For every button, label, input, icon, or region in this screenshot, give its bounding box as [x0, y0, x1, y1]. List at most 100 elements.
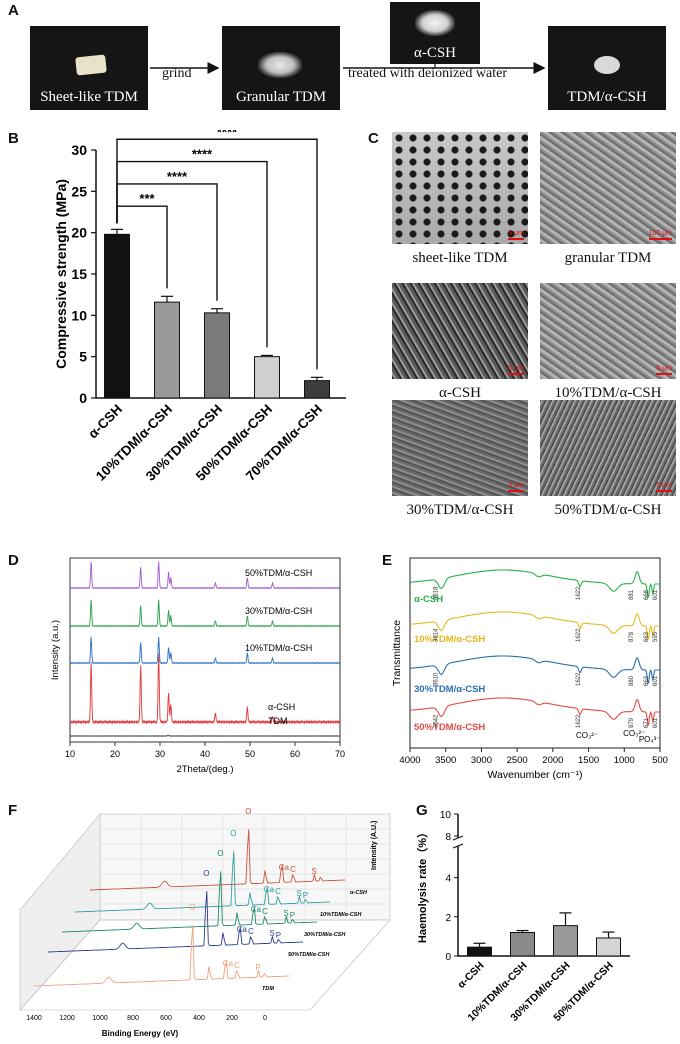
peak-label: S [269, 929, 274, 938]
peak-label: Ca [223, 959, 234, 968]
sem-caption: α-CSH [438, 385, 482, 401]
y-axis-label: Compressive strength (MPa) [53, 179, 69, 369]
x-tick-label: 500 [652, 755, 668, 766]
scale-bar: 100 μm [648, 230, 672, 240]
sem-image: 5 μm [392, 283, 528, 379]
series-label: TDM [262, 986, 274, 992]
peak-annotation: 881 [629, 589, 635, 600]
compressive-strength-chart: 0 5 10 15 20 25 30 Compressive strength (MPa) α-… [53, 130, 346, 484]
peak-annotation: 3618 [433, 586, 439, 600]
peak-annotation: 601 [653, 717, 659, 728]
series-label: TDM [268, 716, 288, 726]
peak-label: C [275, 887, 281, 896]
y-tick-label: 8 [445, 832, 451, 843]
y-tick-label: 2 [445, 913, 451, 924]
xps-chart: Intensity (A.U.) 1400 1200 1000 800 600 400 200… [19, 807, 391, 1038]
xrd-series [69, 636, 340, 665]
photo-caption: TDM/α-CSH [567, 89, 647, 105]
peak-label: P [303, 891, 308, 900]
peak-annotation: 601 [653, 589, 659, 600]
xps-series [61, 871, 318, 933]
peak-annotation: 663 [644, 675, 650, 686]
peak-annotation: 1622 [576, 672, 582, 686]
sem-image: 5 μm [540, 283, 676, 379]
series-label: 30%TDM/α-CSH [414, 684, 485, 695]
bar-0 [104, 233, 130, 399]
peak-annotation: 1622 [576, 586, 582, 600]
peak-label: P [255, 963, 260, 972]
ftir-series [409, 611, 660, 640]
photo-caption: α-CSH [413, 45, 457, 61]
side-wall [19, 813, 101, 1011]
y-tick-label: 10 [71, 307, 87, 323]
xrd-chart: 10 20 30 40 50 60 70 2Theta/(deg.) Intensity (a.… [50, 557, 345, 775]
peak-label: C [248, 927, 254, 936]
axis-break [452, 835, 464, 841]
peak-label: C [262, 907, 268, 916]
x-tick-label: 1000 [92, 1015, 108, 1022]
x-tick-label: 70 [335, 749, 345, 759]
x-axis-label: Binding Energy (eV) [102, 1029, 179, 1038]
x-tick-label: 1000 [614, 755, 635, 766]
series-label: 10%TDM/α-CSH [245, 643, 312, 653]
significance-bracket [116, 160, 268, 348]
xps-series [89, 829, 346, 891]
xrd-series [69, 599, 340, 628]
peak-annotation: 3610 [433, 672, 439, 686]
y-tick-label: 20 [71, 225, 87, 241]
x-tick-label: 600 [160, 1015, 172, 1022]
xrd-series [69, 734, 340, 737]
series-label: 10%TDM/α-CSH [320, 912, 362, 918]
y-axis-label: Intensity (a.u.) [50, 620, 61, 680]
peak-label: S [296, 889, 301, 898]
sem-image: 5 μm [540, 400, 676, 496]
x-tick-label: 200 [226, 1015, 238, 1022]
disc-shape [594, 56, 620, 74]
category-label: α-CSH [455, 960, 486, 991]
ftir-series [409, 569, 660, 598]
x-axis-label: Wavenumber (cm⁻¹) [488, 769, 583, 781]
x-tick-label: 3000 [471, 755, 492, 766]
peak-annotation: 668 [644, 589, 650, 600]
peak-annotation: 671 [644, 717, 650, 728]
bar-2 [204, 312, 230, 399]
peak-annotation: 3614 [433, 628, 439, 642]
significance-label: **** [167, 169, 188, 184]
significance-label: *** [139, 191, 155, 206]
x-tick-label: 30 [155, 749, 165, 759]
x-tick-label: 40 [200, 749, 210, 759]
peak-label: S [311, 867, 316, 876]
x-tick-label: 1400 [26, 1015, 42, 1022]
peak-label: P [290, 911, 295, 920]
significance-bracket [116, 138, 318, 370]
bar-2 [553, 925, 578, 957]
y-tick-label: 4 [445, 874, 451, 885]
panel-e-label: E [382, 552, 393, 569]
sem-image: 100 μm [540, 132, 676, 244]
panel-g-label: G [416, 802, 428, 819]
sem-caption: sheet-like TDM [412, 250, 508, 266]
peak-annotation: 595 [653, 631, 659, 642]
sem-image: 5 μm [392, 132, 528, 244]
xps-series [74, 851, 331, 913]
series-label: α-CSH [414, 594, 443, 605]
peak-annotation: 1622 [576, 714, 582, 728]
x-axis-label: 2Theta/(deg.) [176, 764, 233, 775]
x-tick-label: 1500 [578, 755, 599, 766]
series-label: α-CSH [350, 890, 368, 896]
granular-tdm-photo: Granular TDM [222, 26, 340, 110]
peak-annotation: 880 [629, 675, 635, 686]
group-marker: CO₃²⁻ [623, 729, 645, 738]
series-label: 50%TDM/α-CSH [414, 722, 485, 733]
photo-caption: Sheet-like TDM [40, 89, 138, 105]
panel-f-label: F [8, 802, 18, 819]
y-axis-label: Transmittance [391, 620, 403, 686]
xrd-series [69, 653, 340, 725]
sem-image: 5 μm [392, 400, 528, 496]
peak-annotation: 663 [644, 631, 650, 642]
grind-label: grind [162, 66, 192, 81]
bar-1 [154, 301, 180, 399]
sheet-like-tdm-photo: Sheet-like TDM [30, 26, 148, 110]
bar-3 [596, 937, 621, 957]
bar-0 [467, 946, 492, 957]
